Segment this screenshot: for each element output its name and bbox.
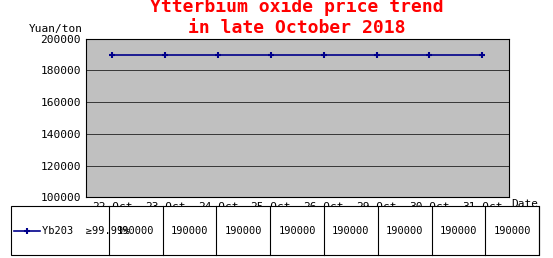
Text: 190000: 190000 (386, 226, 424, 236)
Text: 190000: 190000 (440, 226, 477, 236)
Text: Yuan/ton: Yuan/ton (29, 24, 82, 34)
Text: 190000: 190000 (493, 226, 531, 236)
Title: Ytterbium oxide price trend
in late October 2018: Ytterbium oxide price trend in late Octo… (150, 0, 444, 37)
Text: Date: Date (512, 199, 539, 209)
Text: 190000: 190000 (225, 226, 262, 236)
Text: 190000: 190000 (171, 226, 208, 236)
Text: 190000: 190000 (117, 226, 154, 236)
Text: Yb203  ≥99.99%: Yb203 ≥99.99% (41, 226, 129, 236)
Text: 190000: 190000 (278, 226, 316, 236)
Text: 190000: 190000 (332, 226, 369, 236)
